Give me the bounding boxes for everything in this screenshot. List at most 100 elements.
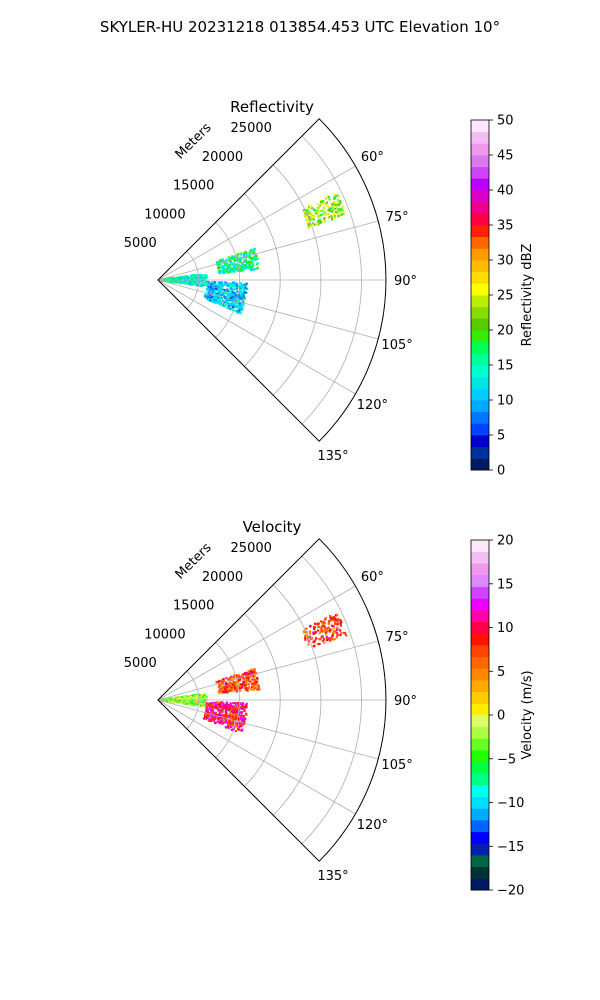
echo-pixel — [206, 710, 209, 713]
echo-pixel — [229, 267, 232, 270]
echo-pixel — [334, 622, 337, 625]
echo-pixel — [325, 636, 328, 639]
colorbar-segment — [471, 341, 489, 354]
echo-pixel — [207, 719, 210, 722]
echo-pixel — [319, 201, 323, 204]
radial-tick-label: 20000 — [202, 150, 243, 165]
echo-pixel — [226, 691, 229, 694]
echo-pixel — [221, 303, 224, 306]
echo-pixel — [255, 681, 258, 684]
echo-pixel — [208, 292, 211, 295]
echo-pixel — [221, 288, 224, 291]
echo-pixel — [210, 702, 213, 705]
echo-pixel — [241, 724, 244, 728]
echo-pixel — [192, 277, 195, 280]
echo-pixel — [196, 283, 199, 287]
echo-pixel — [318, 632, 321, 635]
colorbar-tick-label: 15 — [497, 577, 514, 592]
echo-pixel — [201, 697, 204, 701]
echo-pixel — [186, 697, 189, 700]
echo-pixel — [310, 218, 313, 221]
echo-pixel — [224, 711, 227, 714]
echo-pixel — [188, 280, 191, 283]
echo-pixel — [221, 283, 224, 286]
echo-pixel — [302, 631, 305, 634]
echo-pixel — [238, 306, 241, 309]
echo-pixel — [198, 703, 201, 706]
azimuth-tick-label: 135° — [317, 869, 348, 884]
echo-pixel — [318, 220, 321, 223]
echo-pixel — [223, 721, 226, 724]
colorbar-segment — [471, 458, 489, 471]
echo-pixel — [175, 700, 178, 703]
echo-pixel — [197, 695, 200, 698]
echo-pixel — [183, 702, 186, 705]
echo-pixel — [206, 280, 209, 283]
echo-pixel — [236, 706, 239, 710]
echo-pixel — [237, 299, 240, 302]
echo-pixel — [196, 703, 199, 706]
echo-pixel — [216, 714, 219, 717]
echo-pixel — [235, 682, 238, 685]
echo-pixel — [237, 253, 240, 256]
echo-pixel — [227, 259, 230, 262]
echo-pixel — [205, 274, 208, 277]
echo-pixel — [227, 727, 231, 730]
echo-pixel — [312, 218, 315, 221]
echo-pixel — [231, 710, 234, 713]
echo-pixel — [252, 264, 255, 267]
colorbar: −20 −15 −10 −5 0 5 10 15 20 Velocity (m/s) — [470, 534, 535, 899]
echo-pixel — [228, 707, 231, 710]
colorbar-segment — [471, 703, 489, 716]
echo-pixel — [231, 683, 235, 686]
echo-pixel — [323, 641, 326, 644]
echo-pixel — [210, 281, 214, 284]
echo-pixel — [318, 642, 321, 646]
radial-tick-label: 15000 — [173, 179, 214, 194]
echo-pixel — [227, 290, 230, 293]
echo-pixel — [339, 208, 342, 211]
echo-pixel — [233, 717, 236, 720]
echo-pixel — [337, 215, 340, 218]
echo-pixel — [240, 718, 243, 721]
echo-pixel — [323, 211, 326, 214]
azimuth-tick-label: 105° — [381, 338, 412, 353]
echo-pixel — [201, 704, 204, 707]
echo-pixel — [327, 195, 330, 199]
echo-pixel — [232, 309, 235, 312]
echo-pixel — [229, 689, 232, 692]
echo-pixel — [251, 682, 254, 685]
echo-pixel — [233, 270, 236, 273]
echo-pixel — [244, 683, 247, 686]
sector-outline — [157, 538, 387, 862]
echo-pixel — [241, 702, 245, 705]
echo-pixel — [220, 718, 223, 721]
echo-pixel — [198, 693, 201, 696]
echo-pixel — [233, 293, 236, 296]
chart-panel-0: 60° 75° 90° 105° 120° 135° 5000 10000 15000 20000… — [124, 98, 535, 479]
echo-pixel — [334, 204, 337, 207]
echo-pixel — [328, 208, 331, 211]
echo-pixel — [250, 668, 253, 671]
echo-pixel — [233, 711, 236, 714]
echo-pixel — [232, 255, 235, 258]
echo-pixel — [221, 708, 225, 711]
echo-pixel — [307, 217, 310, 220]
radial-tick-label: 10000 — [144, 627, 185, 642]
colorbar-tick-label: 50 — [497, 114, 514, 129]
echo-pixel — [254, 676, 257, 679]
echo-pixel — [235, 284, 238, 287]
echo-pixel — [212, 719, 215, 722]
colorbar-segment — [471, 586, 489, 599]
echo-pixel — [173, 277, 176, 280]
echo-pixel — [253, 252, 256, 255]
echo-pixel — [225, 719, 228, 722]
echo-pixel — [194, 276, 197, 279]
echo-pixel — [306, 210, 309, 213]
echo-pixel — [169, 700, 172, 703]
echo-pixel — [207, 293, 210, 296]
echo-pixel — [243, 707, 246, 711]
echo-pixel — [234, 310, 237, 313]
echo-pixel — [214, 302, 218, 305]
echo-pixel — [189, 280, 192, 284]
